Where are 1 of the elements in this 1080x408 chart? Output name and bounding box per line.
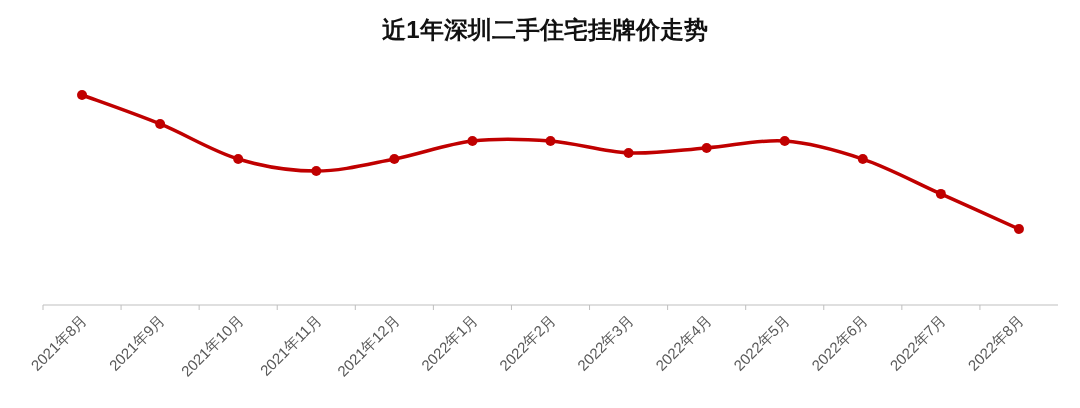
title: 近1年深圳二手住宅挂牌价走势 (382, 16, 708, 43)
